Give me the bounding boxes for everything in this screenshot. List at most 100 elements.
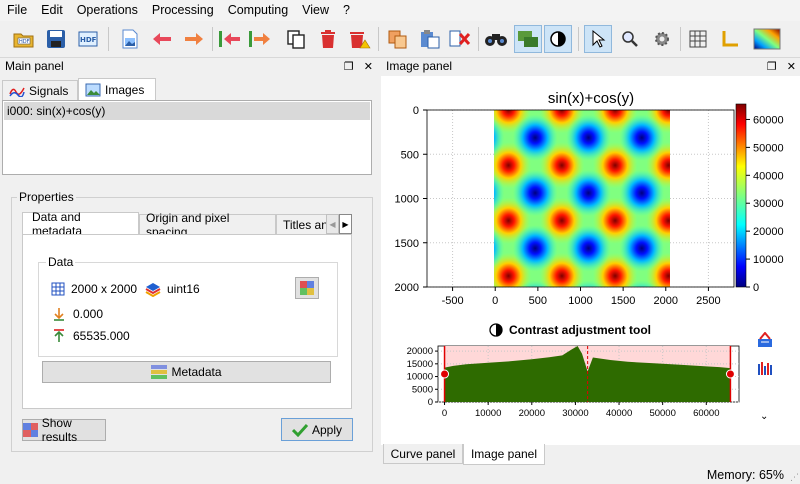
- menu-computing[interactable]: Computing: [227, 3, 289, 17]
- image-list[interactable]: i000: sin(x)+cos(y): [2, 100, 372, 175]
- tab-origin-pixel-spacing[interactable]: Origin and pixel spacing: [139, 211, 276, 239]
- heatmap-trough: [619, 225, 665, 272]
- next-icon[interactable]: [246, 25, 274, 53]
- heatmap-peak: [593, 76, 638, 78]
- select-tool-icon[interactable]: [584, 25, 612, 53]
- heatmap-trough: [494, 284, 498, 287]
- view-mode-icon[interactable]: [514, 25, 542, 53]
- metadata-button[interactable]: Metadata: [42, 361, 331, 383]
- prev-icon[interactable]: [216, 25, 244, 53]
- range-max-handle[interactable]: [725, 369, 735, 379]
- paste-icon[interactable]: [416, 25, 444, 53]
- axes-icon[interactable]: [716, 25, 744, 53]
- y-tick-label: 5000: [412, 384, 433, 395]
- heatmap-trough: [572, 280, 605, 287]
- delete-all-icon[interactable]: [346, 25, 374, 53]
- heatmap-trough: [494, 228, 505, 268]
- scroll-left-icon[interactable]: ◀: [326, 214, 339, 234]
- scroll-right-icon[interactable]: ▶: [339, 214, 352, 234]
- tab-titles[interactable]: Titles an: [276, 214, 340, 234]
- tab-image-panel[interactable]: Image panel: [463, 444, 545, 465]
- data-group-title: Data: [46, 255, 76, 269]
- metadata-icon: [151, 365, 168, 379]
- delete-icon[interactable]: [314, 25, 342, 53]
- range-min-handle[interactable]: [440, 369, 450, 379]
- new-image-icon[interactable]: [116, 25, 144, 53]
- histogram-plot[interactable]: 0 10000 20000 30000 40000 50000 60000 05000100…: [381, 338, 756, 428]
- heatmap-peak: [646, 110, 670, 134]
- heatmap-peak: [433, 142, 478, 188]
- binoculars-icon[interactable]: [482, 25, 510, 53]
- heatmap-peak: [433, 197, 478, 243]
- colorbar: [735, 103, 747, 288]
- data-group: [38, 262, 338, 357]
- menu-file[interactable]: File: [7, 3, 28, 17]
- apply-button[interactable]: Apply: [281, 418, 353, 441]
- y-tick-label: 1500: [395, 238, 419, 250]
- image-plot[interactable]: sin(x)+cos(y) -500 0 500 1000 1500 2000 2500 0…: [381, 76, 800, 326]
- menubar: File Edit Operations Processing Computin…: [0, 0, 800, 21]
- min-arrow-icon: [54, 308, 64, 321]
- x-tick-label: 0: [442, 408, 447, 419]
- view-data-button[interactable]: [295, 277, 319, 299]
- tab-data-metadata[interactable]: Data and metadata: [22, 210, 139, 238]
- tab-signals[interactable]: Signals: [2, 80, 78, 100]
- colorbar-tick-label: 60000: [753, 114, 784, 126]
- menu-processing[interactable]: Processing: [151, 3, 214, 17]
- x-tick-label: 40000: [606, 408, 632, 419]
- tab-images[interactable]: Images: [78, 78, 156, 100]
- close-icon[interactable]: ✕: [363, 61, 373, 73]
- heatmap-trough: [494, 173, 505, 213]
- duplicate-icon[interactable]: [282, 25, 310, 53]
- colorbar-tick-label: 20000: [753, 226, 784, 238]
- full-range-icon[interactable]: [757, 360, 773, 376]
- contrast-toggle-icon[interactable]: [544, 25, 572, 53]
- float-icon[interactable]: ❐: [343, 61, 354, 73]
- heatmap-trough: [512, 169, 558, 217]
- remove-icon[interactable]: [446, 25, 474, 53]
- browse-hdf5-icon[interactable]: HDF: [74, 25, 102, 53]
- size-grip-icon[interactable]: ⋰: [790, 472, 799, 482]
- x-axis: 0 10000 20000 30000 40000 50000 60000: [442, 402, 719, 419]
- heatmap-peak: [433, 76, 478, 78]
- y-tick-label: 500: [401, 149, 419, 161]
- table-view-icon: [300, 281, 314, 295]
- results-icon: [23, 423, 38, 437]
- menu-help[interactable]: ?: [343, 3, 350, 17]
- plot-title: sin(x)+cos(y): [548, 90, 634, 107]
- heatmap-trough: [494, 118, 505, 158]
- colormap-icon[interactable]: [750, 25, 784, 53]
- grid-icon[interactable]: [684, 25, 712, 53]
- contrast-header: Contrast adjustment tool: [489, 323, 651, 337]
- colorbar-tick-label: 30000: [753, 198, 784, 210]
- move-up-icon[interactable]: [148, 25, 176, 53]
- memory-status: Memory: 65%: [706, 468, 784, 482]
- svg-text:HDF: HDF: [80, 36, 97, 44]
- heatmap-trough: [673, 225, 718, 271]
- x-tick-label: 30000: [562, 408, 588, 419]
- close-icon[interactable]: ✕: [786, 61, 796, 73]
- menu-operations[interactable]: Operations: [76, 3, 138, 17]
- open-hdf5-icon[interactable]: HDF: [10, 25, 38, 53]
- min-row: 0.000: [53, 307, 103, 321]
- zoom-tool-icon[interactable]: [616, 25, 644, 53]
- heatmap-trough: [673, 76, 718, 106]
- tab-curve-panel[interactable]: Curve panel: [383, 444, 463, 464]
- settings-icon[interactable]: [648, 25, 676, 53]
- menu-view[interactable]: View: [302, 3, 330, 17]
- heatmap-trough: [512, 114, 558, 161]
- expand-chevron-icon[interactable]: ⌄: [760, 411, 769, 422]
- y-tick-label: 2000: [395, 282, 419, 294]
- save-icon[interactable]: [42, 25, 70, 53]
- auto-range-icon[interactable]: [757, 331, 773, 348]
- x-tick-label: 0: [492, 295, 498, 307]
- list-item[interactable]: i000: sin(x)+cos(y): [4, 102, 370, 120]
- max-row: 65535.000: [53, 329, 130, 343]
- toolbar: HDF HDF: [0, 21, 800, 58]
- move-down-icon[interactable]: [180, 25, 208, 53]
- menu-edit[interactable]: Edit: [41, 3, 63, 17]
- show-results-button[interactable]: Show results: [22, 416, 106, 444]
- float-icon[interactable]: ❐: [766, 61, 777, 73]
- copy-icon[interactable]: [384, 25, 412, 53]
